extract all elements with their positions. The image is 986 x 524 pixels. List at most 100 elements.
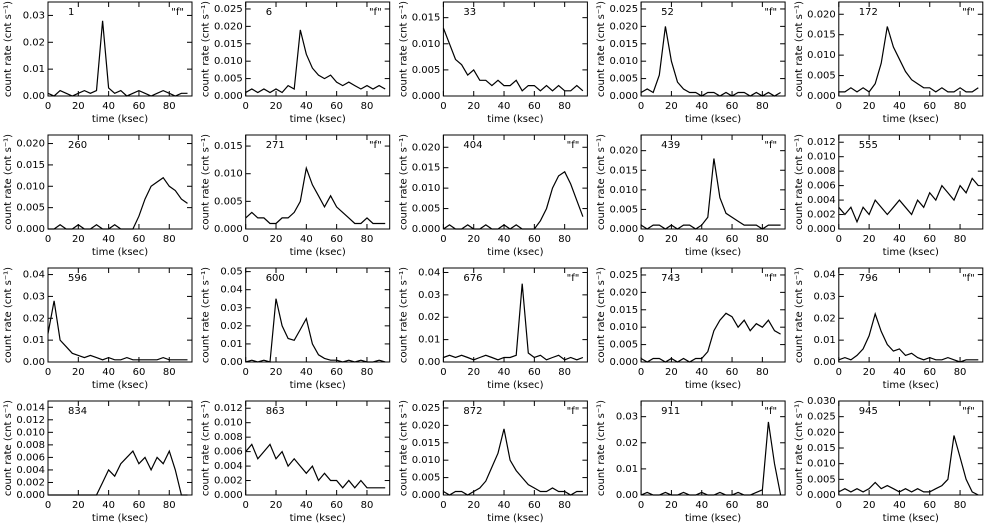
y-tick-label: 0.04 — [220, 285, 242, 296]
x-tick-label: 60 — [528, 101, 541, 112]
plot-frame — [442, 1, 588, 97]
x-tick-label: 60 — [726, 367, 739, 378]
y-tick-label: 0.005 — [609, 340, 638, 351]
x-tick-label: 60 — [528, 367, 541, 378]
y-tick-label: 0.020 — [412, 142, 441, 153]
y-tick-label: 0.005 — [412, 473, 441, 484]
light-curve — [443, 170, 584, 230]
y-tick-label: 0.012 — [16, 415, 45, 426]
y-axis-label: count rate (cnt s⁻¹) — [794, 400, 805, 496]
y-tick-label: 0.000 — [609, 224, 638, 235]
y-tick-label: 0.02 — [814, 313, 836, 324]
x-tick-label: 0 — [45, 234, 51, 245]
y-axis-label: count rate (cnt s⁻¹) — [398, 134, 409, 230]
x-tick-label: 40 — [695, 367, 708, 378]
x-tick-label: 40 — [695, 101, 708, 112]
y-axis-label: count rate (cnt s⁻¹) — [201, 1, 212, 97]
x-tick-label: 0 — [638, 500, 644, 511]
x-tick-label: 80 — [558, 500, 571, 511]
x-tick-label: 60 — [923, 500, 936, 511]
light-curve — [640, 421, 782, 496]
x-tick-label: 20 — [270, 367, 283, 378]
x-tick-label: 0 — [440, 234, 446, 245]
light-curve — [838, 177, 979, 224]
y-tick-label: 0.020 — [807, 427, 836, 438]
x-tick-label: 0 — [638, 101, 644, 112]
y-tick-label: 0.010 — [16, 427, 45, 438]
y-tick-label: 0.015 — [609, 305, 638, 316]
source-id: 596 — [68, 273, 87, 284]
x-tick-label: 60 — [726, 234, 739, 245]
x-tick-label: 20 — [467, 101, 480, 112]
x-axis-label: time (ksec) — [92, 513, 148, 524]
flare-flag: "f" — [764, 140, 777, 151]
y-tick-label: 0.00 — [814, 357, 836, 368]
x-tick-label: 20 — [467, 234, 480, 245]
x-axis-label: time (ksec) — [685, 247, 741, 258]
y-tick-label: 0.01 — [616, 464, 638, 475]
y-tick-label: 0.01 — [23, 335, 45, 346]
y-tick-label: 0.010 — [214, 169, 243, 180]
y-tick-label: 0.014 — [16, 402, 45, 413]
y-tick-label: 0.02 — [616, 438, 638, 449]
source-id: 872 — [463, 406, 482, 417]
x-tick-label: 20 — [863, 500, 876, 511]
source-id: 33 — [463, 7, 476, 18]
x-tick-label: 20 — [665, 500, 678, 511]
plot-frame — [640, 267, 786, 363]
y-tick-label: 0.012 — [214, 403, 243, 414]
x-tick-label: 0 — [638, 234, 644, 245]
y-tick-label: 0.03 — [220, 303, 242, 314]
x-tick-label: 60 — [923, 234, 936, 245]
flare-flag: "f" — [567, 406, 580, 417]
x-tick-label: 80 — [954, 367, 967, 378]
y-tick-label: 0.002 — [16, 477, 45, 488]
x-tick-label: 60 — [528, 234, 541, 245]
y-axis-label: count rate (cnt s⁻¹) — [398, 400, 409, 496]
x-tick-label: 40 — [893, 101, 906, 112]
x-tick-label: 60 — [528, 500, 541, 511]
y-tick-label: 0.02 — [220, 321, 242, 332]
x-axis-label: time (ksec) — [487, 114, 543, 125]
y-tick-label: 0.00 — [220, 357, 242, 368]
x-tick-label: 20 — [665, 234, 678, 245]
x-tick-label: 60 — [330, 234, 343, 245]
x-tick-label: 80 — [558, 234, 571, 245]
x-tick-label: 80 — [361, 101, 374, 112]
y-tick-label: 0.03 — [23, 291, 45, 302]
x-tick-label: 40 — [300, 500, 313, 511]
x-tick-label: 80 — [756, 234, 769, 245]
y-tick-label: 0.04 — [23, 270, 45, 281]
x-axis-label: time (ksec) — [92, 380, 148, 391]
light-curve — [245, 165, 386, 225]
y-axis-label: count rate (cnt s⁻¹) — [201, 400, 212, 496]
flare-flag: "f" — [962, 273, 975, 284]
x-tick-label: 20 — [863, 101, 876, 112]
x-tick-label: 60 — [133, 500, 146, 511]
light-curve — [245, 29, 386, 94]
x-tick-label: 20 — [270, 101, 283, 112]
source-id: 404 — [463, 140, 482, 151]
y-tick-label: 0.004 — [16, 465, 45, 476]
y-tick-label: 0.020 — [16, 139, 45, 150]
y-axis-label: count rate (cnt s⁻¹) — [794, 267, 805, 363]
x-axis-label: time (ksec) — [883, 513, 939, 524]
light-curve — [838, 311, 979, 363]
y-axis-label: count rate (cnt s⁻¹) — [596, 267, 607, 363]
x-tick-label: 60 — [133, 367, 146, 378]
x-tick-label: 20 — [270, 500, 283, 511]
y-tick-label: 0.004 — [807, 195, 836, 206]
y-tick-label: 0.02 — [23, 37, 45, 48]
y-tick-label: 0.010 — [807, 152, 836, 163]
y-tick-label: 0.000 — [16, 224, 45, 235]
y-axis-label: count rate (cnt s⁻¹) — [3, 134, 14, 230]
y-tick-label: 0.000 — [214, 224, 243, 235]
y-tick-label: 0.03 — [23, 10, 45, 21]
x-tick-label: 0 — [836, 101, 842, 112]
y-tick-label: 0.008 — [807, 166, 836, 177]
plot-frame — [838, 134, 984, 230]
x-tick-label: 20 — [72, 234, 85, 245]
y-axis-label: count rate (cnt s⁻¹) — [3, 1, 14, 97]
y-tick-label: 0.002 — [807, 210, 836, 221]
source-id: 555 — [859, 140, 878, 151]
